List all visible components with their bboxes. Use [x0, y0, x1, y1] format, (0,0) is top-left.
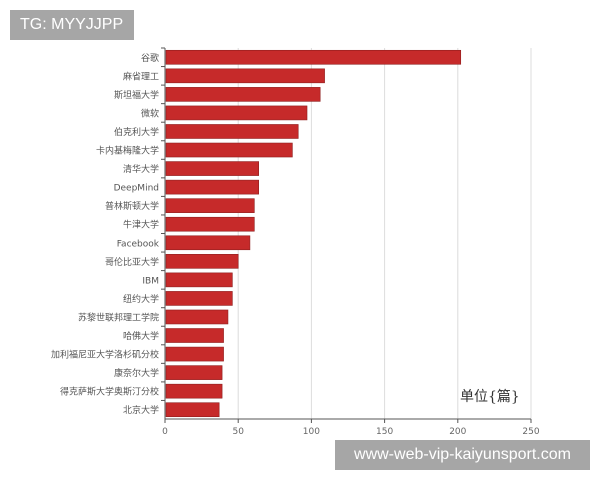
- y-tick-label: 得克萨斯大学奥斯汀分校: [60, 386, 159, 398]
- y-tick-label: 伯克利大学: [114, 126, 159, 138]
- bar: [165, 402, 220, 418]
- y-tick-label: 康奈尔大学: [114, 367, 159, 379]
- y-tick-label: 麻省理工: [123, 70, 159, 82]
- bar: [165, 105, 308, 121]
- y-tick-label: 苏黎世联邦理工学院: [78, 311, 159, 323]
- y-tick-label: IBM: [142, 276, 159, 286]
- bar: [165, 291, 233, 306]
- y-tick-label: 纽约大学: [123, 293, 159, 305]
- unit-label: 单位{篇}: [460, 389, 520, 405]
- x-tick-label: 250: [522, 427, 539, 437]
- y-tick-label: 哈佛大学: [123, 330, 159, 342]
- x-tick-label: 0: [162, 427, 168, 437]
- y-tick-label: 卡内基梅隆大学: [96, 145, 159, 157]
- y-tick-label: 哥伦比亚大学: [105, 256, 159, 268]
- y-tick-label: DeepMind: [114, 184, 159, 194]
- x-tick-label: 100: [303, 427, 320, 437]
- x-tick-label: 50: [232, 427, 244, 437]
- bar: [165, 383, 223, 399]
- bar: [165, 328, 224, 343]
- y-tick-label: 谷歌: [141, 52, 159, 64]
- y-tick-label: 斯坦福大学: [114, 89, 159, 101]
- bar: [165, 87, 321, 102]
- watermark-bottom-right: www-web-vip-kaiyunsport.com: [335, 440, 590, 470]
- y-tick-label: 清华大学: [123, 163, 159, 175]
- x-tick-label: 150: [376, 427, 393, 437]
- bar: [165, 142, 293, 158]
- bar: [165, 365, 223, 380]
- bar: [165, 49, 462, 65]
- bar: [165, 346, 224, 362]
- bar: [165, 254, 239, 269]
- bar: [165, 309, 229, 325]
- bar: [165, 235, 251, 251]
- bar: [165, 68, 325, 84]
- y-tick-label: 牛津大学: [123, 219, 159, 231]
- bar: [165, 161, 259, 176]
- x-tick-label: 200: [449, 427, 466, 437]
- y-tick-label: 加利福尼亚大学洛杉矶分校: [51, 349, 159, 361]
- y-tick-label: Facebook: [117, 239, 160, 249]
- bar: [165, 179, 259, 195]
- y-tick-label: 普林斯顿大学: [105, 200, 159, 212]
- watermark-top-left: TG: MYYJJPP: [10, 10, 134, 40]
- bar: [165, 216, 255, 232]
- bar: [165, 198, 255, 213]
- bar: [165, 124, 299, 139]
- y-tick-label: 微软: [141, 107, 159, 119]
- y-tick-label: 北京大学: [123, 404, 159, 416]
- bar: [165, 272, 233, 288]
